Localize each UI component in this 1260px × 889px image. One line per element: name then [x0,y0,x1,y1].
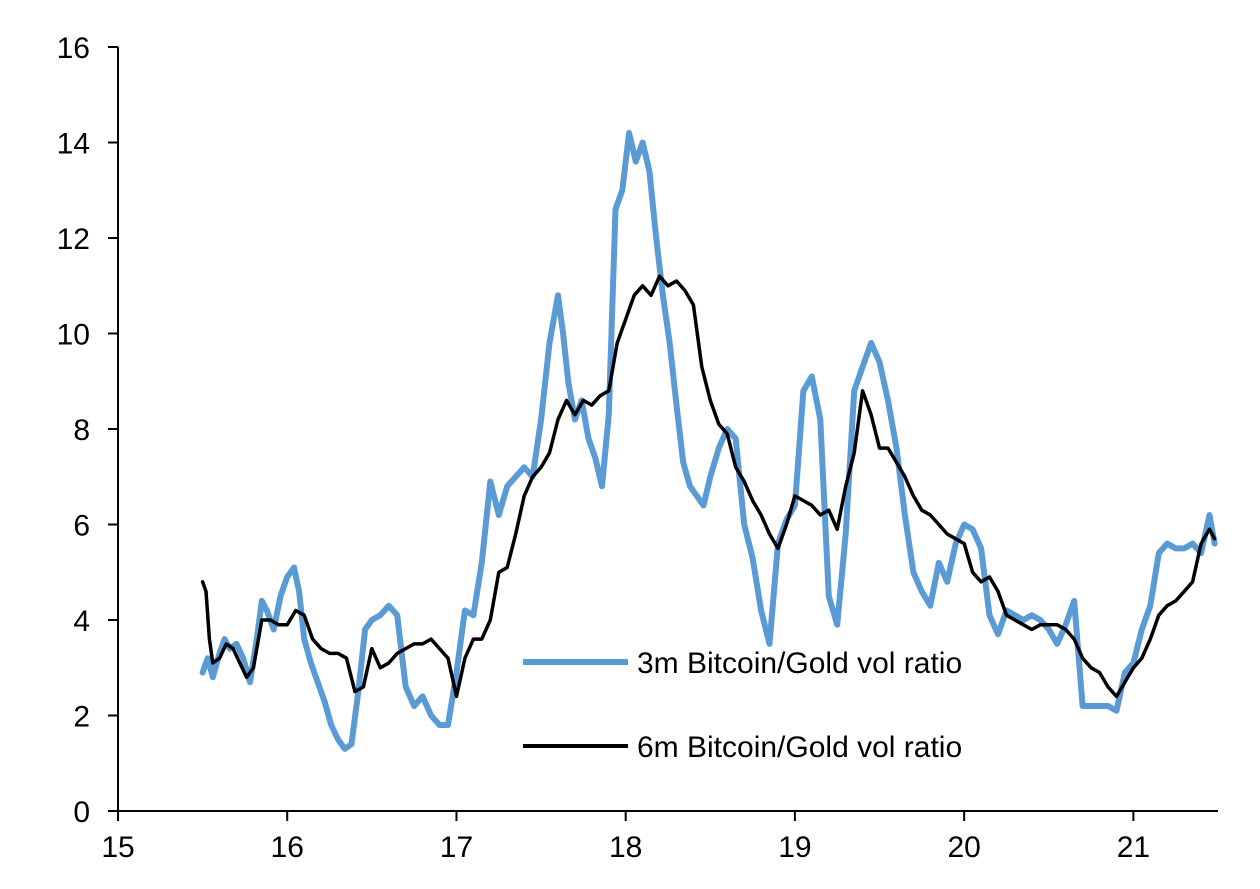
x-tick-label: 15 [101,831,134,864]
y-tick-label: 16 [57,32,90,65]
y-tick-label: 8 [73,414,90,447]
y-tick-label: 6 [73,510,90,543]
legend-label-6m: 6m Bitcoin/Gold vol ratio [637,731,962,764]
x-tick-label: 20 [947,831,980,864]
legend-label-3m: 3m Bitcoin/Gold vol ratio [637,647,962,680]
y-tick-label: 12 [57,223,90,256]
axes [117,47,1218,812]
x-tick-label: 16 [271,831,304,864]
y-tick-label: 0 [73,796,90,829]
x-tick-label: 17 [440,831,473,864]
x-tick-label: 19 [778,831,811,864]
series-line-6m [200,274,1217,699]
y-ticks: 0 2 4 6 8 10 12 14 16 [57,32,118,829]
x-tick-label: 18 [609,831,642,864]
y-tick-label: 2 [73,701,90,734]
y-tick-label: 14 [57,128,90,161]
series-layer [199,130,1218,752]
legend: 3m Bitcoin/Gold vol ratio 6m Bitcoin/Gol… [523,647,962,764]
x-ticks: 15 16 17 18 19 20 21 [101,811,1150,864]
series-line-3m [199,130,1218,752]
y-tick-label: 4 [73,605,90,638]
x-tick-label: 21 [1117,831,1150,864]
y-tick-label: 10 [57,319,90,352]
